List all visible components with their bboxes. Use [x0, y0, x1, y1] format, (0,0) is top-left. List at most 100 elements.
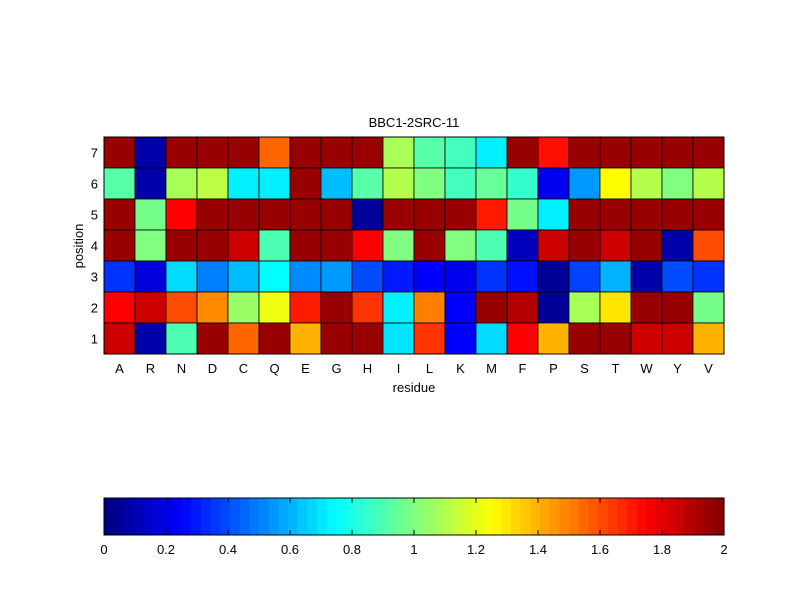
- heatmap-cell: [413, 167, 446, 200]
- heatmap-cell: [506, 291, 539, 324]
- heatmap-cell: [506, 260, 539, 293]
- heatmap-cell: [661, 291, 694, 324]
- heatmap-cell: [289, 136, 322, 169]
- heatmap-cell: [227, 136, 260, 169]
- heatmap-cell: [351, 229, 384, 262]
- colorbar-swatch: [704, 498, 715, 535]
- colorbar-swatch: [443, 498, 454, 535]
- heatmap-cell: [506, 136, 539, 169]
- plot-frame: [103, 136, 725, 355]
- heatmap-cell: [382, 198, 415, 231]
- x-axis-label: residue: [393, 380, 436, 395]
- heatmap-cell: [289, 260, 322, 293]
- heatmap-cell: [599, 167, 632, 200]
- heatmap-cell: [506, 322, 539, 355]
- y-tick-label: 6: [91, 177, 98, 192]
- colorbar-swatch: [578, 498, 589, 535]
- heatmap-cell: [692, 167, 725, 200]
- heatmap-cell: [227, 229, 260, 262]
- heatmap-cell: [413, 291, 446, 324]
- colorbar-swatch: [491, 498, 502, 535]
- heatmap-cell: [289, 229, 322, 262]
- colorbar-swatch: [423, 498, 434, 535]
- heatmap-cell: [258, 322, 291, 355]
- heatmap-cell: [351, 291, 384, 324]
- heatmap-cell: [692, 291, 725, 324]
- heatmap-cell: [258, 260, 291, 293]
- heatmap-cell: [599, 198, 632, 231]
- heatmap-cell: [196, 198, 229, 231]
- colorbar-tick-label: 0.2: [157, 542, 175, 557]
- heatmap-cell: [382, 167, 415, 200]
- heatmap-cell: [630, 260, 663, 293]
- x-tick-label: S: [580, 361, 589, 376]
- y-tick-label: 4: [91, 239, 98, 254]
- x-tick-label: G: [331, 361, 341, 376]
- colorbar-swatch: [113, 498, 124, 535]
- heatmap-cell: [444, 291, 477, 324]
- heatmap-cell: [506, 167, 539, 200]
- heatmap-cell: [506, 229, 539, 262]
- x-tick-label: E: [301, 361, 310, 376]
- colorbar-tick-label: 0: [100, 542, 107, 557]
- colorbar-swatch: [355, 498, 367, 535]
- x-tick-label: W: [640, 361, 653, 376]
- colorbar-swatch: [636, 498, 648, 535]
- heatmap-cell: [258, 229, 291, 262]
- heatmap-cell: [165, 260, 198, 293]
- colorbar-swatch: [104, 498, 115, 535]
- heatmap-cell: [320, 260, 353, 293]
- heatmap-cell: [134, 136, 167, 169]
- heatmap-cell: [475, 229, 508, 262]
- colorbar-swatch: [365, 498, 376, 535]
- colorbar-swatch: [375, 498, 386, 535]
- heatmap-cell: [599, 136, 632, 169]
- colorbar-swatch: [588, 498, 599, 535]
- colorbar-swatch: [268, 498, 279, 535]
- heatmap-cell: [568, 322, 601, 355]
- heatmap-cell: [165, 322, 198, 355]
- heatmap-cell: [382, 136, 415, 169]
- heatmap-cell: [382, 322, 415, 355]
- heatmap-cell: [413, 198, 446, 231]
- heatmap-cell: [475, 136, 508, 169]
- heatmap-cell: [661, 136, 694, 169]
- heatmap-cell: [630, 322, 663, 355]
- colorbar-swatch: [133, 498, 144, 535]
- heatmap-cell: [444, 198, 477, 231]
- heatmap-cell: [630, 136, 663, 169]
- x-tick-label: F: [519, 361, 527, 376]
- heatmap-cell: [289, 291, 322, 324]
- heatmap-cell: [103, 291, 136, 324]
- colorbar-swatch: [510, 498, 522, 535]
- heatmap-cell: [661, 322, 694, 355]
- heatmap-cell: [537, 198, 570, 231]
- heatmap-cell: [475, 322, 508, 355]
- heatmap-cell: [692, 229, 725, 262]
- heatmap-cell: [568, 167, 601, 200]
- heatmap-cell: [351, 136, 384, 169]
- colorbar-tick-labels: 0 0.2 0.4 0.6 0.8 1 1.2 1.4 1.6 1.8 2: [100, 498, 728, 557]
- colorbar-swatch: [123, 498, 134, 535]
- colorbar-swatch: [171, 498, 183, 535]
- colorbar-swatch: [220, 498, 231, 535]
- heatmap-cells: [103, 136, 725, 355]
- colorbar: [104, 498, 725, 535]
- colorbar-swatch: [200, 498, 212, 535]
- x-tick-label: V: [704, 361, 713, 376]
- colorbar-swatch: [142, 498, 154, 535]
- heatmap-cell: [661, 260, 694, 293]
- heatmap-cell: [382, 291, 415, 324]
- heatmap-cell: [599, 229, 632, 262]
- heatmap-cell: [134, 260, 167, 293]
- colorbar-swatch: [346, 498, 357, 535]
- colorbar-swatch: [317, 498, 328, 535]
- colorbar-swatch: [326, 498, 338, 535]
- colorbar-swatch: [569, 498, 580, 535]
- heatmap-cell: [351, 198, 384, 231]
- heatmap-cell: [351, 167, 384, 200]
- colorbar-swatch: [414, 498, 425, 535]
- heatmap-cell: [134, 229, 167, 262]
- heatmap-cell: [134, 198, 167, 231]
- heatmap-cell: [382, 260, 415, 293]
